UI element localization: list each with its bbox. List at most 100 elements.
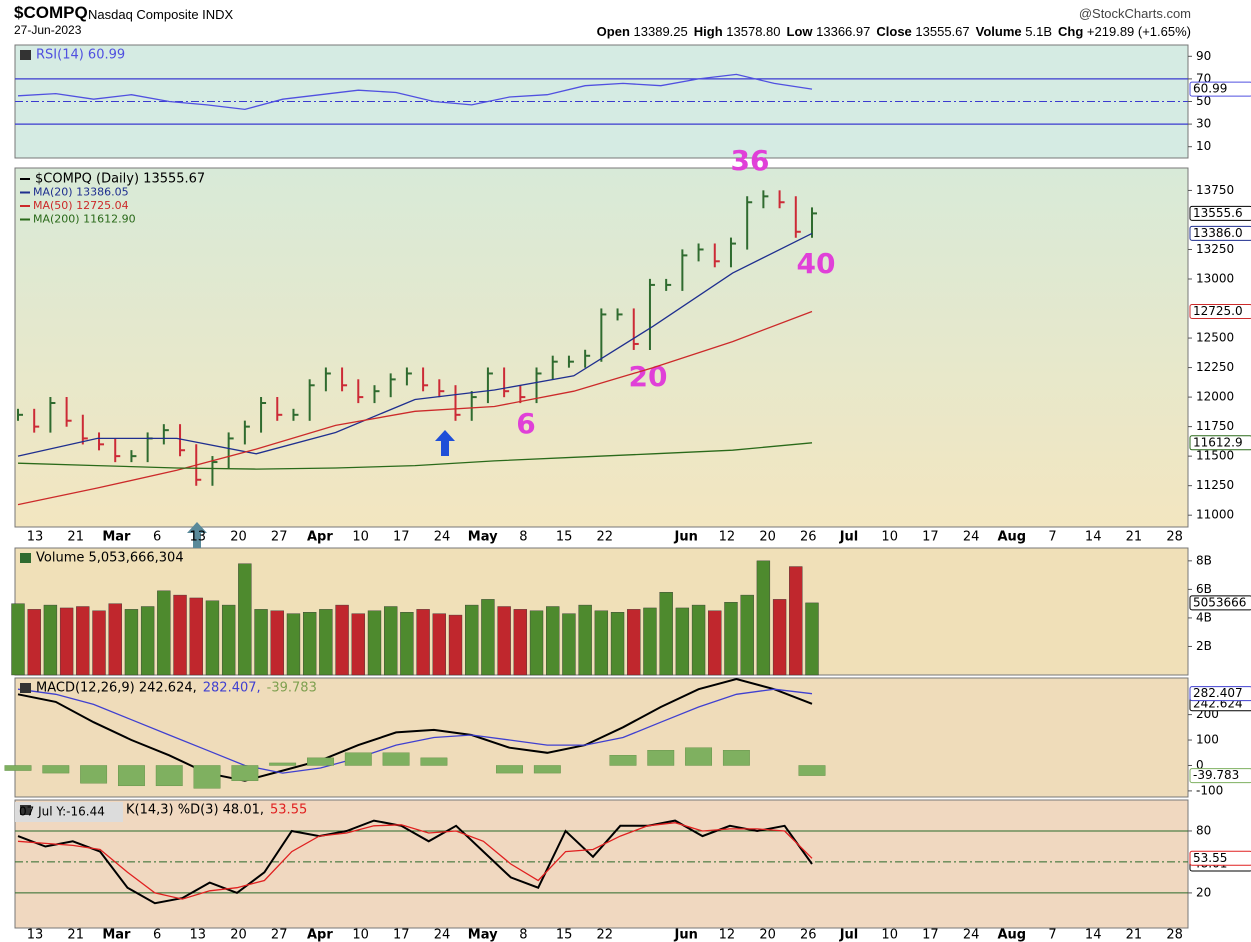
series-line: [17, 822, 813, 900]
x-tick-label: 27: [271, 530, 288, 545]
volume-bar: [205, 600, 220, 676]
x-tick-label: 6: [153, 928, 161, 942]
value-tag: [1189, 850, 1251, 866]
quote-value: 13389.25: [633, 24, 688, 39]
x-tick-label: 22: [597, 928, 614, 942]
value-tag: [1189, 303, 1251, 319]
volume-bar: [335, 604, 349, 676]
y-tick-label: 11500: [1196, 449, 1234, 463]
tooltip-box: [15, 802, 123, 822]
x-tick-label: May: [468, 530, 498, 545]
histogram-bar: [647, 750, 675, 766]
x-tick-label: 21: [1126, 928, 1143, 942]
volume-bar: [432, 613, 446, 676]
value-tag: [1189, 225, 1251, 241]
volume-bar: [43, 604, 58, 676]
y-tick-label: 4B: [1196, 610, 1212, 624]
legend-label: MA(200) 11612.90: [33, 213, 136, 226]
quote-label: Close: [876, 24, 912, 39]
volume-bar: [59, 607, 74, 676]
legend-label: MACD(12,26,9) 242.624,: [36, 681, 197, 696]
volume-bar: [529, 610, 544, 676]
histogram-bar: [193, 765, 221, 789]
x-tick-label: 10: [352, 530, 369, 545]
volume-bar: [416, 609, 430, 676]
source: @StockCharts.com: [1078, 6, 1191, 21]
volume-bar: [286, 613, 301, 676]
x-tick-label: 20: [759, 530, 776, 545]
histogram-bar: [344, 752, 372, 766]
x-tick-label: 10: [352, 928, 369, 942]
x-tick-label: 15: [556, 928, 573, 942]
x-tick-label: 17: [922, 530, 939, 545]
legend-label: Volume 5,053,666,304: [36, 551, 184, 566]
value-tag-label: 13386.0: [1193, 226, 1243, 240]
volume-bar: [546, 606, 560, 676]
volume-bar: [675, 607, 690, 676]
y-tick-label: 90: [1196, 49, 1211, 63]
quote-label: High: [693, 24, 723, 39]
quote-value: +219.89 (+1.65%): [1086, 24, 1191, 39]
x-tick-label: 12: [719, 530, 736, 545]
y-tick-label: 12250: [1196, 360, 1234, 374]
value-tag-label: 12725.0: [1193, 304, 1243, 318]
value-tag: [1189, 686, 1251, 702]
y-tick-label: 100: [1196, 733, 1219, 747]
histogram-bar: [685, 747, 713, 766]
legend-label: 53.55: [270, 803, 307, 818]
series-line: [17, 688, 813, 774]
histogram-bar: [42, 765, 70, 774]
stoch-panel: [14, 799, 1189, 929]
volume-bar: [772, 599, 787, 676]
y-tick-label: 2B: [1196, 639, 1212, 653]
legend-icon: [20, 553, 31, 563]
volume-bar: [805, 602, 819, 676]
x-tick-label: 20: [759, 928, 776, 942]
x-tick-label: 7: [1048, 530, 1056, 545]
legend-label: K(14,3) %D(3) 48.01,: [126, 803, 264, 818]
volume-bar: [691, 604, 706, 676]
x-tick-label: 28: [1166, 530, 1183, 545]
volume-bar: [448, 614, 463, 676]
tooltip: 07 Jul Y:-16.44: [19, 805, 105, 819]
legend-label: $COMPQ (Daily) 13555.67: [35, 172, 205, 187]
volume-bar: [740, 594, 754, 676]
volume-bar: [270, 610, 284, 676]
legend-icon: [20, 50, 31, 60]
y-tick-label: 12000: [1196, 390, 1234, 404]
volume-bar: [562, 613, 576, 676]
x-tick-label: 28: [1166, 928, 1183, 942]
y-tick-label: 11250: [1196, 478, 1234, 492]
x-tick-label: 24: [963, 928, 980, 942]
y-tick-label: 8B: [1196, 553, 1212, 567]
histogram-bar: [382, 752, 410, 766]
value-tag-label: 282.407: [1193, 686, 1243, 700]
y-tick-label: 11750: [1196, 419, 1234, 433]
x-tick-label: 21: [67, 928, 84, 942]
arrow-up: [435, 430, 455, 456]
y-tick-label: 12500: [1196, 331, 1234, 345]
x-tick-label: 14: [1085, 928, 1102, 942]
x-tick-label: 14: [1085, 530, 1102, 545]
y-tick-label: 10: [1196, 139, 1211, 153]
x-tick-label: 17: [393, 530, 410, 545]
histogram-bar: [798, 765, 826, 776]
legend-icon: [20, 683, 31, 693]
value-tag-label: 60.99: [1193, 82, 1227, 96]
y-tick-label: -100: [1196, 783, 1223, 797]
panel-plot: 208048.0153.55K(14,3) %D(3) 48.01,53.55: [15, 803, 1251, 905]
value-tag: [1189, 595, 1251, 611]
series-line: [17, 232, 813, 457]
x-tick-label: 27: [271, 928, 288, 942]
annotation: 36: [731, 144, 770, 177]
volume-bar: [189, 597, 203, 676]
value-tag: [1189, 435, 1251, 451]
x-tick-label: 17: [922, 928, 939, 942]
value-tag-label: 13555.6: [1193, 206, 1243, 220]
volume-bar: [513, 609, 528, 676]
x-tick-label: 7: [1048, 928, 1056, 942]
volume-bar: [465, 604, 479, 676]
volume-bar: [367, 610, 382, 676]
volume-bar: [724, 602, 738, 676]
x-tick-label: 12: [719, 928, 736, 942]
